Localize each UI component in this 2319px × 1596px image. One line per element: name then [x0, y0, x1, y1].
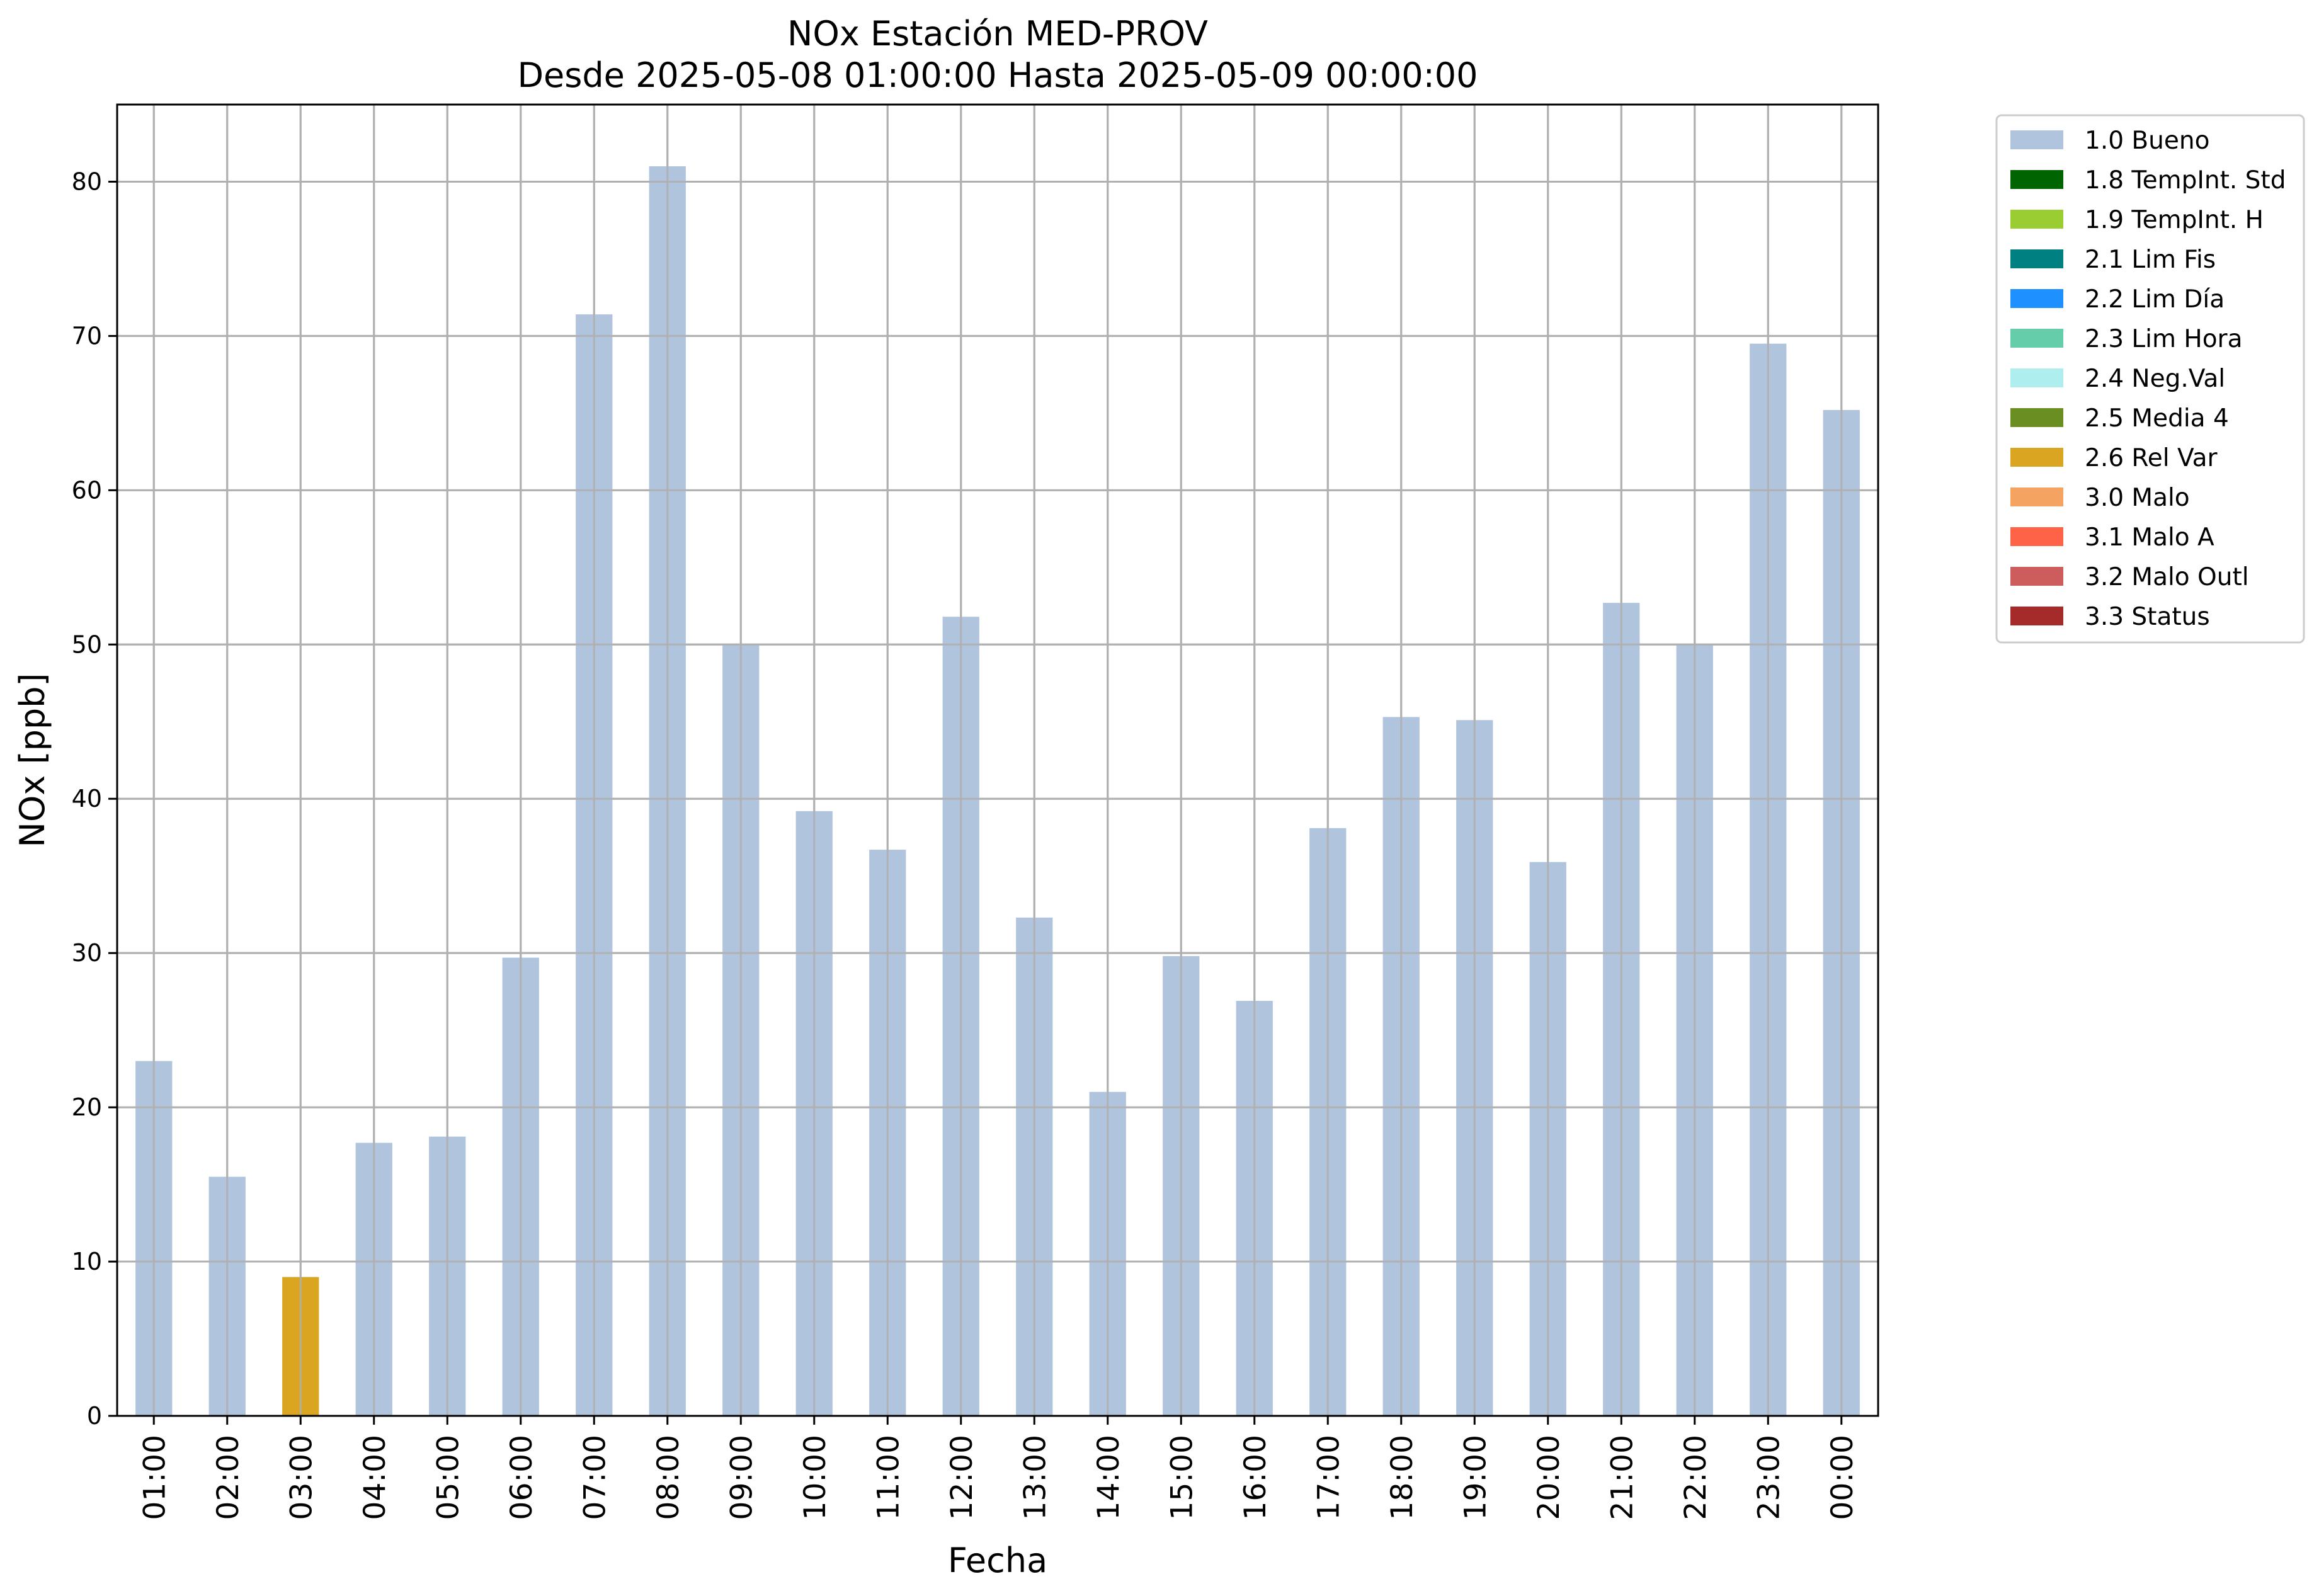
- legend-swatch: [2010, 368, 2063, 387]
- legend-swatch: [2010, 408, 2063, 427]
- legend-label: 2.4 Neg.Val: [2085, 365, 2225, 393]
- legend-box: [1995, 114, 2305, 644]
- y-tick-label: 0: [87, 1402, 102, 1430]
- legend-swatch: [2010, 487, 2063, 506]
- legend-swatch: [2010, 170, 2063, 189]
- chart-title: NOx Estación MED-PROV: [787, 14, 1208, 54]
- plot-frame: [116, 103, 1879, 1417]
- x-tick-label: 21:00: [1605, 1435, 1639, 1520]
- legend-label: 2.5 Media 4: [2085, 404, 2229, 433]
- x-axis-ticks: 01:00 02:00 03:00 04:00 05:00 06:00 07:00 08:00…: [137, 1416, 1860, 1520]
- x-tick-label: 14:00: [1091, 1435, 1126, 1520]
- legend-swatch: [2010, 527, 2063, 546]
- x-tick-label: 06:00: [504, 1435, 539, 1520]
- x-tick-label: 19:00: [1458, 1435, 1493, 1520]
- legend-label: 3.0 Malo: [2085, 484, 2190, 512]
- legend-label: 2.2 Lim Día: [2085, 285, 2225, 314]
- x-tick-label: 11:00: [871, 1435, 906, 1520]
- y-tick-label: 10: [72, 1248, 102, 1275]
- x-tick-label: 22:00: [1678, 1435, 1713, 1520]
- y-tick-label: 70: [72, 322, 102, 350]
- x-tick-label: 02:00: [211, 1435, 246, 1520]
- x-tick-label: 16:00: [1238, 1435, 1273, 1520]
- legend-label: 1.0 Bueno: [2085, 127, 2209, 155]
- x-tick-label: 18:00: [1385, 1435, 1420, 1520]
- y-axis-label: NOx [ppb]: [13, 673, 52, 848]
- legend-swatch: [2010, 567, 2063, 586]
- chart-subtitle: Desde 2025-05-08 01:00:00 Hasta 2025-05-…: [517, 55, 1478, 95]
- x-tick-label: 01:00: [137, 1435, 172, 1520]
- x-tick-label: 05:00: [431, 1435, 465, 1520]
- x-tick-label: 09:00: [724, 1435, 759, 1520]
- x-axis-label: Fecha: [948, 1541, 1047, 1580]
- bars: [117, 105, 1878, 1417]
- x-tick-label: 12:00: [945, 1435, 979, 1520]
- y-tick-label: 20: [72, 1093, 102, 1121]
- legend-label: 2.6 Rel Var: [2085, 444, 2218, 472]
- legend-label: 1.9 TempInt. H: [2085, 206, 2264, 234]
- legend-swatch: [2010, 448, 2063, 467]
- x-tick-label: 08:00: [651, 1435, 686, 1520]
- legend-swatch: [2010, 130, 2063, 149]
- legend-label: 2.3 Lim Hora: [2085, 325, 2243, 353]
- legend-label: 2.1 Lim Fis: [2085, 246, 2216, 274]
- legend-swatch: [2010, 329, 2063, 348]
- y-tick-label: 80: [72, 168, 102, 195]
- x-tick-label: 04:00: [358, 1435, 392, 1520]
- legend-swatch: [2010, 210, 2063, 229]
- legend-swatch: [2010, 249, 2063, 268]
- y-axis-ticks: 0 10 20 30 40 50 60 70 80: [72, 168, 117, 1430]
- legend-swatch: [2010, 289, 2063, 308]
- x-tick-label: 00:00: [1825, 1435, 1860, 1520]
- legend-label: 3.3 Status: [2085, 603, 2210, 631]
- y-tick-label: 40: [72, 785, 102, 812]
- legend-swatch: [2010, 607, 2063, 625]
- x-tick-label: 13:00: [1018, 1435, 1052, 1520]
- legend-label: 3.2 Malo Outl: [2085, 563, 2249, 591]
- y-tick-label: 50: [72, 630, 102, 658]
- x-tick-label: 20:00: [1532, 1435, 1566, 1520]
- x-tick-label: 10:00: [798, 1435, 833, 1520]
- x-tick-label: 03:00: [284, 1435, 319, 1520]
- x-tick-label: 17:00: [1311, 1435, 1346, 1520]
- x-tick-label: 15:00: [1165, 1435, 1199, 1520]
- x-tick-label: 23:00: [1752, 1435, 1786, 1520]
- y-tick-label: 60: [72, 476, 102, 504]
- legend-label: 3.1 Malo A: [2085, 523, 2214, 552]
- legend-label: 1.8 TempInt. Std: [2085, 166, 2286, 195]
- legend: 1.0 Bueno 1.8 TempInt. Std 1.9 TempInt. H 2…: [1995, 114, 2305, 644]
- y-tick-label: 30: [72, 939, 102, 967]
- x-tick-label: 07:00: [578, 1435, 612, 1520]
